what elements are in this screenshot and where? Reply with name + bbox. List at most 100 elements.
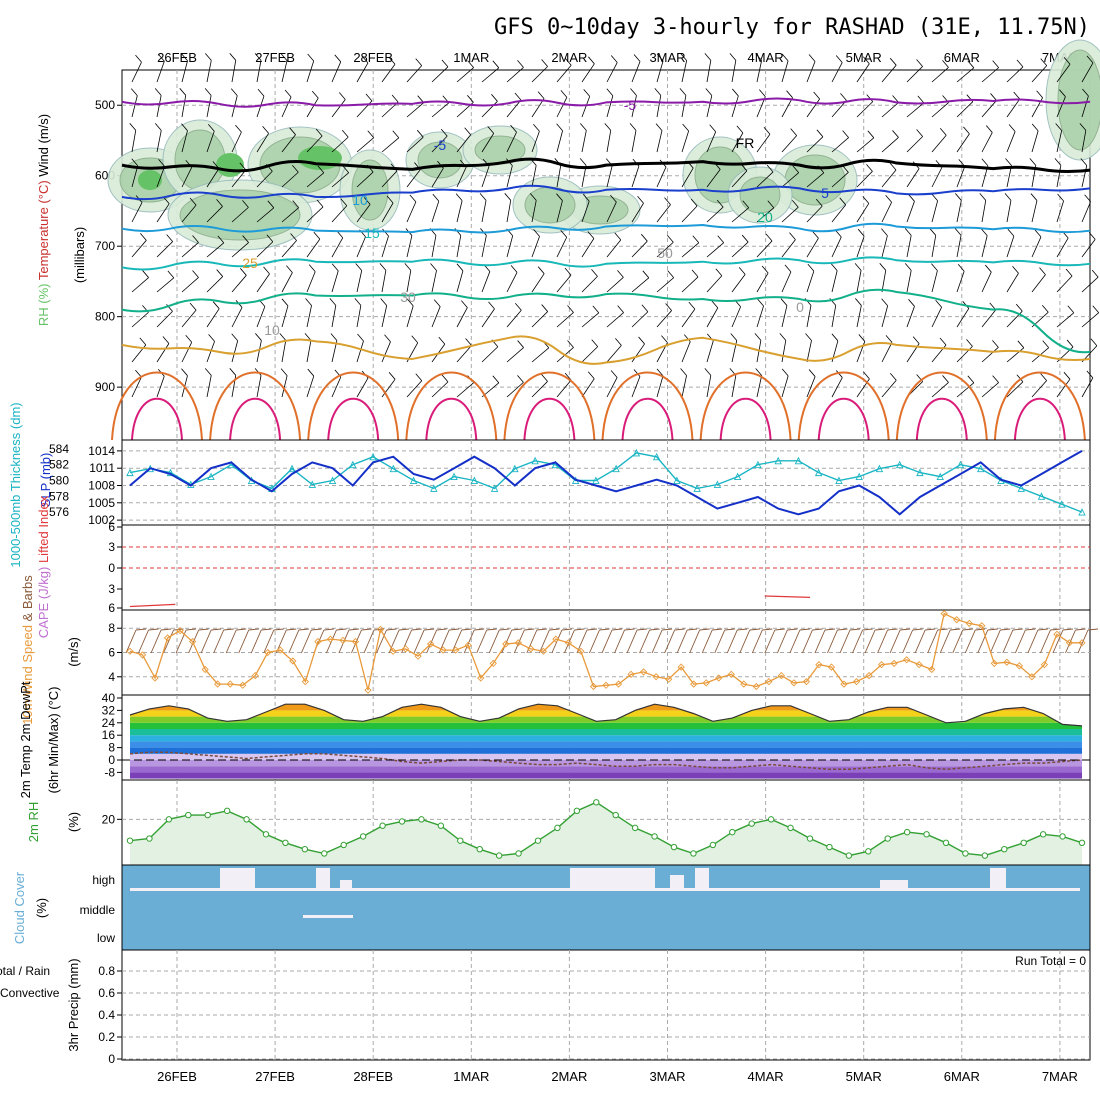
wind-barb — [463, 629, 475, 654]
wind-barb — [831, 204, 847, 223]
y-tick-label: 0.2 — [98, 1030, 115, 1044]
wind-barb — [207, 123, 215, 132]
data-point — [774, 456, 782, 465]
wind-barb — [514, 92, 522, 101]
data-point — [328, 476, 337, 484]
wind-barb — [341, 129, 349, 138]
data-point — [282, 839, 289, 846]
wind-barb — [935, 299, 942, 308]
wind-barb — [510, 265, 518, 273]
wind-barb — [129, 123, 137, 131]
wind-barb — [388, 629, 400, 654]
wind-barb — [481, 271, 491, 293]
wind-barb — [506, 165, 513, 188]
axis-label-part: & Barbs — [20, 575, 35, 622]
axis-label: (m/s) — [66, 637, 81, 667]
wind-barb — [985, 125, 993, 133]
wind-barb — [806, 136, 824, 153]
wind-barb — [580, 123, 587, 131]
wind-barb — [1039, 267, 1046, 275]
wind-barb — [611, 628, 623, 631]
wind-barb — [641, 233, 648, 242]
data-point — [201, 665, 209, 674]
wind-barb — [511, 628, 522, 631]
wind-barb — [541, 304, 548, 312]
data-point — [401, 645, 410, 653]
wind-barb — [756, 171, 774, 188]
wind-barb — [781, 305, 788, 328]
wind-barb — [436, 628, 447, 631]
wind-barb — [877, 629, 888, 654]
wind-barb — [641, 304, 649, 313]
wind-barb — [556, 123, 563, 131]
wind-barb — [889, 372, 897, 381]
wind-barb — [956, 101, 974, 118]
contour-label: 10 — [264, 322, 280, 338]
wind-barb — [916, 59, 923, 67]
wind-barb — [430, 263, 437, 271]
wind-barb — [885, 194, 892, 203]
wind-barb — [812, 230, 819, 239]
data-point — [787, 824, 794, 832]
wind-barb — [474, 628, 485, 631]
wind-barb — [504, 193, 512, 201]
contour-label: 0 — [796, 299, 804, 315]
data-point — [978, 622, 986, 630]
data-point — [165, 816, 173, 823]
wind-barb — [956, 235, 962, 258]
data-point — [884, 835, 891, 842]
wind-barb — [388, 372, 396, 380]
wind-barb — [156, 376, 165, 398]
wind-barb — [517, 60, 524, 68]
wind-barb — [306, 305, 312, 328]
date-label: 6MAR — [944, 50, 980, 65]
wind-barb — [784, 264, 792, 273]
wind-barb — [336, 628, 347, 631]
isotherm-30 — [405, 371, 498, 441]
wind-barb — [574, 628, 585, 631]
wind-barb — [681, 375, 687, 398]
wind-barb — [606, 277, 624, 293]
wind-barb — [977, 629, 989, 654]
wind-barb — [814, 629, 826, 654]
data-point — [554, 824, 561, 832]
wind-barb — [581, 346, 598, 363]
wind-barb — [881, 305, 889, 328]
wind-barb — [937, 628, 948, 631]
wind-barb — [317, 165, 325, 174]
wind-barb — [211, 628, 222, 631]
wind-barb — [1013, 91, 1021, 100]
wind-barb — [280, 368, 288, 376]
wind-barb — [406, 380, 423, 398]
wind-barb — [206, 168, 220, 188]
rh-contour — [417, 141, 463, 179]
wind-barb — [806, 172, 825, 188]
data-point — [890, 659, 898, 668]
wind-barb — [756, 305, 764, 328]
wind-barb — [867, 130, 875, 139]
wind-barb — [879, 263, 887, 271]
wind-barb — [738, 267, 746, 275]
contour-label: 20 — [757, 209, 773, 225]
data-point — [1039, 831, 1047, 838]
axis-label-part: 3hr Precip (mm) — [66, 958, 81, 1051]
wind-barb — [681, 205, 698, 223]
wind-barb — [601, 629, 613, 654]
wind-barb — [656, 53, 664, 62]
wind-barb — [592, 305, 600, 314]
wind-barb — [131, 88, 138, 96]
wind-barb — [330, 333, 338, 341]
wind-barb — [533, 124, 540, 132]
wind-barb — [361, 55, 369, 64]
date-label: 26FEB — [157, 1069, 197, 1084]
wind-barb — [709, 124, 716, 133]
wind-barb — [587, 371, 595, 379]
wind-barb — [381, 270, 387, 293]
wind-barb — [487, 126, 495, 134]
wind-barb — [914, 629, 926, 654]
wind-barb — [331, 263, 339, 272]
wind-barb — [956, 133, 970, 153]
data-point — [865, 848, 872, 855]
wind-barb — [631, 203, 644, 223]
